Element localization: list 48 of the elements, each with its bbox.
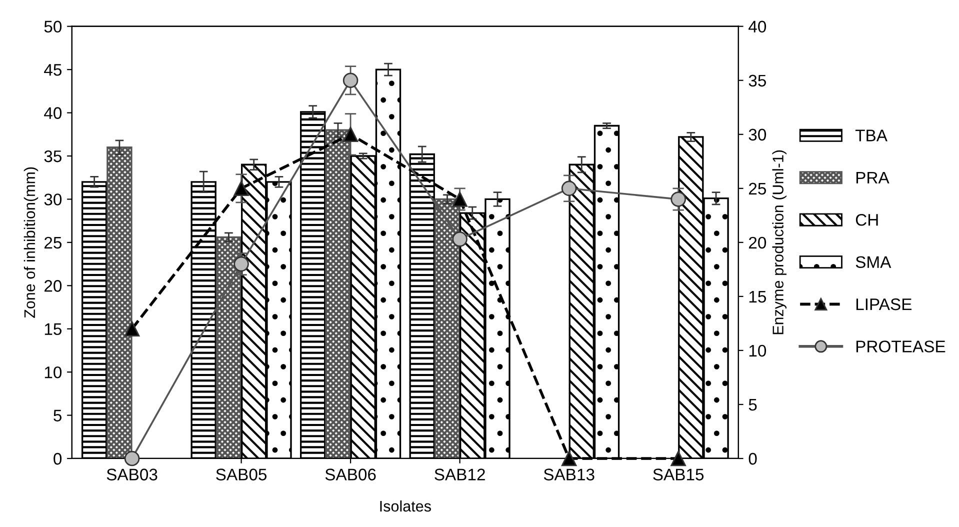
point: [452, 232, 468, 247]
x-axis-title: Isolates: [380, 500, 431, 512]
y2-tick-label: 15: [749, 291, 766, 303]
y-tick-label: 45: [44, 64, 62, 76]
point: [561, 180, 577, 196]
y-tick-label: 30: [44, 194, 62, 206]
point: [342, 126, 358, 142]
y2-tick-label: 40: [748, 20, 766, 33]
y-tick-label: 50: [44, 20, 62, 33]
y2-tick-label: 35: [748, 74, 766, 87]
y2-tick-label: 25: [748, 182, 766, 195]
point: [452, 192, 468, 207]
y-tick-label: 35: [44, 150, 62, 162]
point: [124, 321, 140, 336]
y-tick-label: 0: [54, 452, 62, 465]
legend-label: PROTEASE: [856, 340, 946, 352]
y-tick-label: 40: [44, 107, 62, 119]
y2-tick-label: 5: [748, 399, 757, 411]
legend-label: TBA: [855, 130, 888, 142]
y-tick-label: 25: [44, 236, 62, 249]
legend-label: CH: [856, 214, 878, 226]
point: [670, 192, 686, 207]
point: [234, 256, 249, 272]
y2-tick-label: 20: [748, 236, 766, 249]
point: [234, 180, 249, 196]
y-tick-label: 10: [44, 366, 62, 378]
legend-label: SMA: [856, 256, 892, 268]
point: [342, 72, 358, 88]
y-tick-label: 5: [54, 410, 62, 422]
x-tick-label: SAB12: [434, 468, 485, 480]
point: [670, 450, 686, 466]
x-tick-label: SAB06: [325, 468, 376, 480]
y-tick-label: 15: [44, 323, 62, 336]
y-axis-title: Zone of inhibition(mm): [24, 167, 38, 318]
y2-axis-title: Enzyme production (Uml-1): [772, 150, 786, 334]
x-tick-label: SAB15: [653, 468, 704, 480]
point: [124, 450, 140, 466]
x-tick-label: SAB03: [106, 468, 158, 480]
y2-tick-label: 10: [749, 344, 766, 357]
y2-tick-label: 0: [748, 452, 757, 465]
bar: [106, 146, 132, 458]
y2-tick-label: 30: [748, 128, 766, 141]
y-tick-label: 20: [44, 280, 62, 292]
x-tick-label: SAB05: [216, 468, 267, 480]
legend-label: LIPASE: [856, 298, 912, 310]
x-tick-label: SAB13: [544, 468, 594, 480]
legend-label: PRA: [856, 172, 890, 184]
point: [561, 450, 577, 466]
